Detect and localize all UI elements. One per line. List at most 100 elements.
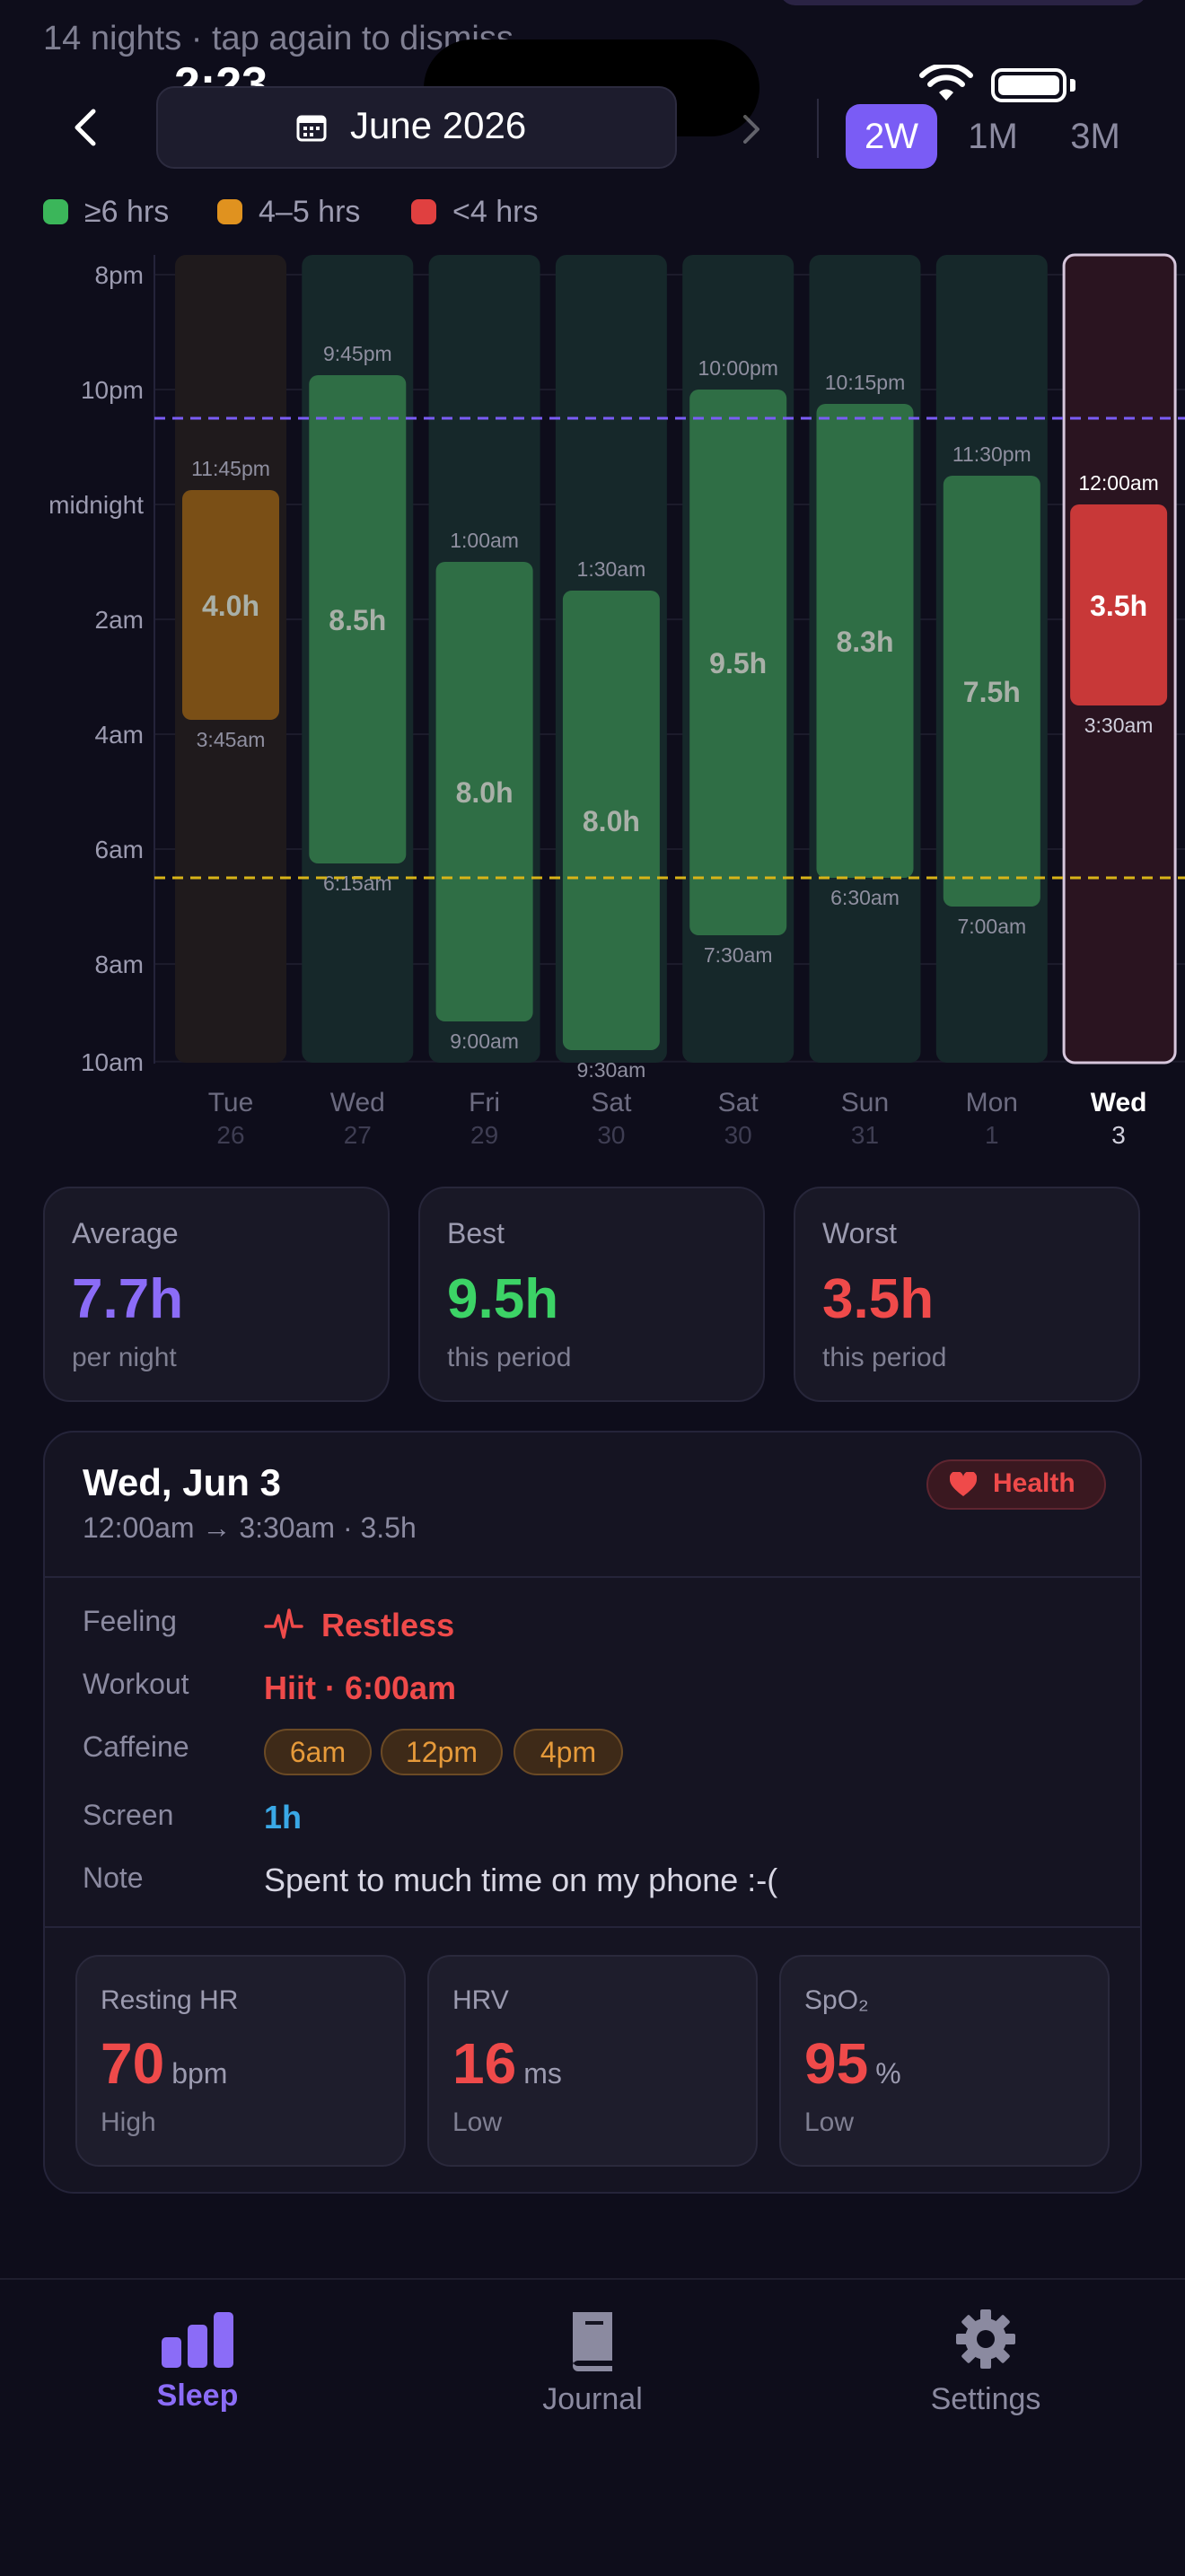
spo2-card: SpO₂ 95% Low	[779, 1955, 1110, 2167]
feeling-label: Feeling	[83, 1605, 177, 1637]
y-axis-label: 4am	[95, 721, 144, 749]
tab-journal[interactable]: Journal	[476, 2309, 709, 2420]
sleep-bar	[943, 476, 1040, 907]
hrv-label: HRV	[452, 1985, 509, 2015]
legend-swatch-medium	[217, 199, 242, 224]
best-card: Best 9.5h this period	[418, 1187, 765, 1402]
bar-end-label: 7:30am	[704, 943, 773, 967]
resting-hr-value: 70 bpm	[101, 2031, 228, 2096]
x-day-label: Tue	[208, 1088, 254, 1117]
x-day-label: Wed	[1091, 1088, 1147, 1117]
bar-start-label: 10:15pm	[825, 371, 906, 394]
x-date-label: 3	[1111, 1121, 1126, 1149]
resting-hr-status: High	[101, 2107, 156, 2137]
hrv-status: Low	[452, 2107, 503, 2137]
sleep-bar	[562, 591, 660, 1050]
average-label: Average	[72, 1217, 179, 1249]
x-date-label: 27	[344, 1121, 372, 1149]
caffeine-chip: 6am	[264, 1729, 372, 1775]
header-subtitle: 14 nights · tap again to dismiss	[43, 20, 514, 57]
bar-hours-label: 8.0h	[456, 776, 514, 809]
x-day-label: Wed	[330, 1088, 385, 1117]
heart-icon	[950, 1472, 977, 1496]
x-date-label: 26	[216, 1121, 244, 1149]
hrv-value: 16 ms	[452, 2031, 562, 2096]
detail-divider-top	[43, 1576, 1142, 1578]
x-day-label: Fri	[469, 1088, 500, 1117]
bar-end-label: 9:30am	[577, 1058, 646, 1082]
bar-start-label: 10:00pm	[698, 356, 778, 380]
month-picker-button[interactable]	[156, 86, 677, 169]
detail-divider-bottom	[43, 1926, 1142, 1928]
wifi-icon	[919, 65, 973, 101]
legend-swatch-good	[43, 199, 68, 224]
average-sub: per night	[72, 1343, 177, 1372]
calendar-icon	[296, 115, 327, 142]
range-1m-button[interactable]: 1M	[968, 117, 1018, 156]
y-axis-label: midnight	[48, 491, 144, 519]
y-axis-label: 2am	[95, 606, 144, 634]
worst-label: Worst	[822, 1217, 897, 1249]
battery-nub	[1070, 79, 1075, 92]
sleep-chart[interactable]: 8pm 10pm midnight 2am 4am 6am 8am 10am 4.0h 11:45…	[0, 242, 1185, 1167]
book-icon	[573, 2312, 612, 2371]
y-axis-label: 10am	[81, 1048, 144, 1076]
legend-item-medium: 4–5 hrs	[217, 194, 360, 230]
back-chevron-icon[interactable]	[65, 101, 104, 154]
legend-item-good: ≥6 hrs	[43, 194, 169, 230]
x-date-label: 31	[851, 1121, 879, 1149]
best-sub: this period	[447, 1343, 572, 1372]
bar-end-label: 6:15am	[323, 872, 392, 895]
bar-end-label: 3:45am	[197, 728, 266, 751]
caffeine-chip: 4pm	[514, 1729, 623, 1775]
x-day-label: Sat	[718, 1088, 759, 1117]
sleep-bar	[689, 390, 787, 935]
range-2w-button[interactable]: 2W	[846, 104, 937, 169]
resting-hr-card: Resting HR 70 bpm High	[75, 1955, 406, 2167]
bar-hours-label: 8.3h	[836, 626, 893, 658]
month-label: June 2026	[350, 104, 527, 146]
tab-journal-label: Journal	[542, 2382, 643, 2416]
note-value: Spent to much time on my phone :-(	[264, 1862, 778, 1898]
bar-hours-label: 8.5h	[329, 604, 386, 636]
battery-icon	[991, 68, 1066, 102]
pulse-icon	[264, 1608, 303, 1639]
legend-label-good: ≥6 hrs	[84, 194, 170, 229]
bar-start-label: 1:00am	[450, 529, 519, 552]
sleep-bar	[182, 490, 279, 720]
spo2-value: 95%	[804, 2031, 901, 2096]
gear-icon	[956, 2309, 1015, 2369]
tab-sleep[interactable]: Sleep	[81, 2309, 314, 2416]
detail-title: Wed, Jun 3	[83, 1461, 281, 1503]
header-divider	[817, 99, 819, 158]
workout-value: Hiit · 6:00am	[264, 1669, 457, 1706]
average-value: 7.7h	[72, 1268, 184, 1330]
legend-label-medium: 4–5 hrs	[259, 194, 361, 229]
screen-label: Screen	[83, 1799, 174, 1831]
resting-hr-label: Resting HR	[101, 1985, 239, 2015]
bar-start-label: 1:30am	[577, 557, 646, 581]
next-chevron-icon[interactable]	[738, 110, 765, 149]
tab-settings[interactable]: Settings	[869, 2309, 1102, 2420]
bar-start-label: 11:30pm	[952, 442, 1031, 466]
best-label: Best	[447, 1217, 505, 1249]
legend-label-bad: <4 hrs	[452, 194, 539, 229]
y-axis-label: 8pm	[95, 261, 144, 289]
bar-hours-label: 7.5h	[963, 676, 1021, 708]
top-partial-pill	[779, 0, 1147, 5]
bar-end-label: 3:30am	[1084, 714, 1154, 737]
average-card: Average 7.7h per night	[43, 1187, 390, 1402]
best-value: 9.5h	[447, 1268, 559, 1330]
sleep-bar	[435, 562, 533, 1021]
hrv-card: HRV 16 ms Low	[427, 1955, 758, 2167]
y-axis-label: 10pm	[81, 376, 144, 404]
range-3m-button[interactable]: 3M	[1070, 117, 1120, 156]
bar-end-label: 6:30am	[830, 886, 900, 909]
tab-sleep-label: Sleep	[156, 2379, 239, 2413]
worst-card: Worst 3.5h this period	[794, 1187, 1140, 1402]
bar-hours-label: 3.5h	[1090, 590, 1147, 622]
x-date-label: 29	[470, 1121, 498, 1149]
legend-item-bad: <4 hrs	[411, 194, 538, 230]
note-label: Note	[83, 1862, 144, 1894]
x-day-label: Sat	[591, 1088, 632, 1117]
